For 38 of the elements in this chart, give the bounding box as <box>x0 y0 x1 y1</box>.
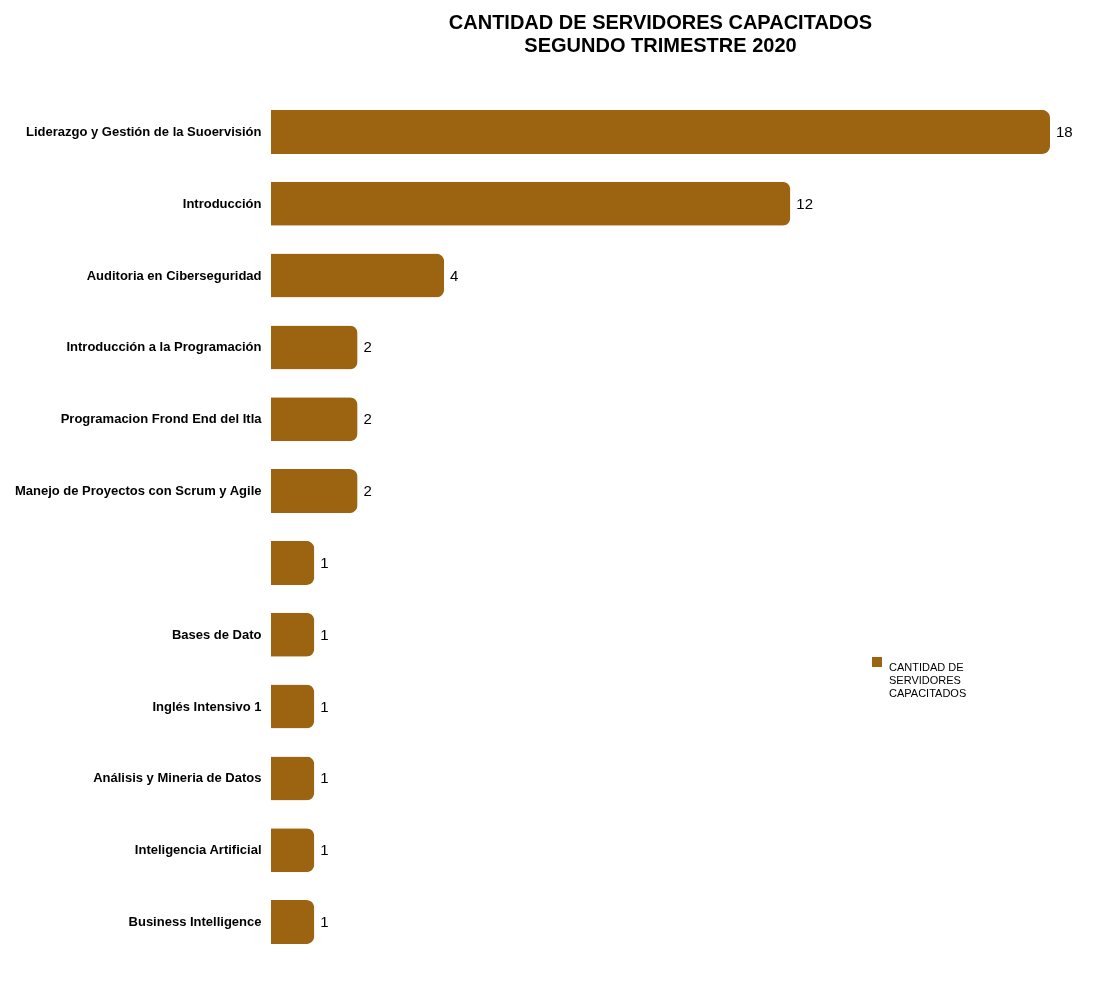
bar <box>271 181 791 226</box>
y-tick-label: Bases de Dato <box>171 626 262 642</box>
data-label: 12 <box>796 194 814 212</box>
data-label: 2 <box>363 338 372 356</box>
bar <box>271 612 315 657</box>
data-label: 1 <box>320 769 329 787</box>
bar <box>271 325 358 370</box>
chart-title: CANTIDAD DE SERVIDORES CAPACITADOS <box>448 11 873 33</box>
y-tick-label: Inglés Intensivo 1 <box>152 698 262 714</box>
y-tick-label: Análisis y Mineria de Datos <box>93 770 262 786</box>
y-tick-label: Manejo de Proyectos con Scrum y Agile <box>14 483 262 499</box>
bar <box>271 756 315 801</box>
data-label: 1 <box>320 913 329 931</box>
bar <box>271 900 315 945</box>
bar <box>271 469 358 514</box>
data-label: 1 <box>320 553 329 571</box>
data-label: 1 <box>320 841 329 859</box>
bar <box>271 397 358 442</box>
y-tick-label: Inteligencia Artificial <box>134 842 262 858</box>
chart-subtitle: SEGUNDO TRIMESTRE 2020 <box>524 34 797 56</box>
data-label: 1 <box>320 625 329 643</box>
y-tick-label: Business Intelligence <box>128 914 262 930</box>
data-label: 2 <box>363 482 372 500</box>
legend-label: CANTIDAD DE SERVIDORES CAPACITADOS <box>889 661 967 699</box>
bar <box>271 109 1050 154</box>
data-label: 18 <box>1056 122 1073 140</box>
bar <box>271 253 445 298</box>
data-label: 4 <box>450 266 459 284</box>
y-tick-label: Programacion Frond End del Itla <box>60 411 263 427</box>
y-tick-label: Introducción a la Programación <box>66 339 262 355</box>
data-label: 2 <box>363 410 372 428</box>
data-label: 1 <box>320 697 329 715</box>
y-tick-label: Liderazgo y Gestión de la Suoervisión <box>26 123 262 139</box>
bar <box>271 684 315 729</box>
bar <box>271 540 315 585</box>
bar <box>271 828 315 873</box>
y-tick-label: Introducción <box>182 195 262 211</box>
y-tick-label: Auditoria en Ciberseguridad <box>86 267 262 283</box>
